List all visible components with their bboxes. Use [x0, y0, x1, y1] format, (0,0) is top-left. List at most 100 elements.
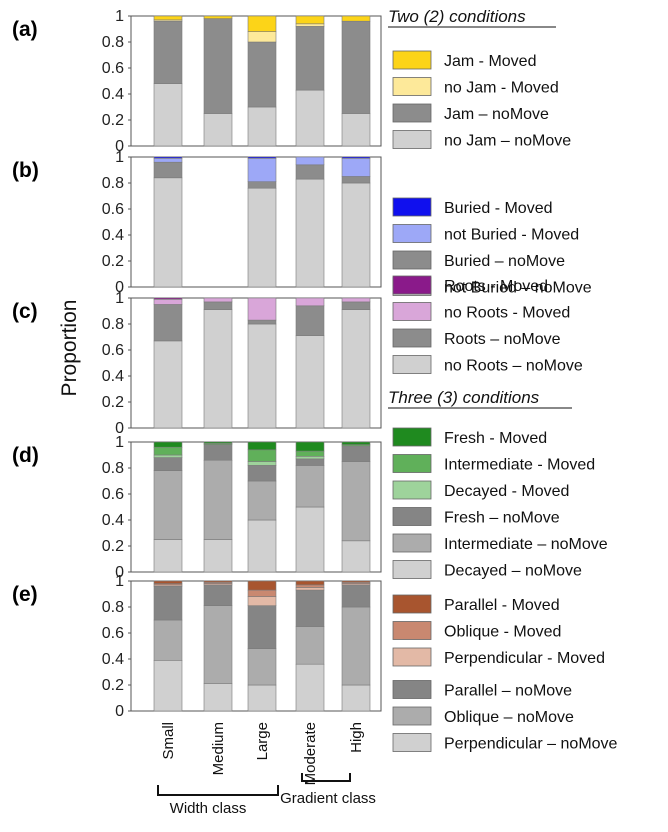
bar-segment [295, 584, 325, 588]
bar-segment [295, 580, 325, 586]
bar-segment [247, 580, 277, 591]
y-tick-label: 0 [115, 420, 124, 437]
legend-label: Roots - Moved [444, 278, 548, 295]
panel-4: (d) 0 0.2 0.4 0.6 0.8 1 [12, 434, 382, 581]
panel-label: (d) [12, 444, 39, 467]
legend-label: Intermediate - Moved [444, 457, 595, 474]
legend-swatch [392, 533, 432, 553]
bar-segment [153, 15, 183, 21]
legend-swatch [392, 560, 432, 579]
bar-segment [247, 684, 277, 712]
bar-segment [153, 454, 183, 458]
legend-swatch [392, 706, 432, 726]
legend-swatch [392, 103, 432, 123]
legend-label: Jam - Moved [444, 53, 536, 70]
legend-label: Intermediate – noMove [444, 536, 608, 553]
bar-segment [247, 441, 277, 451]
bar-segment [295, 15, 325, 25]
legend-label: Oblique – noMove [444, 709, 574, 726]
bar-segment [295, 178, 325, 288]
legend-label: Perpendicular - Moved [444, 650, 605, 667]
y-tick-label: 0.6 [102, 486, 124, 503]
bar-segment [153, 659, 183, 712]
y-tick-label: 0.2 [102, 253, 124, 270]
y-tick-label: 0.4 [102, 512, 124, 529]
legend-label: no Roots – noMove [444, 358, 583, 375]
bar-segment [203, 441, 233, 444]
y-axis-label: Proportion [58, 300, 81, 397]
bar-segment [295, 23, 325, 27]
legend-group-1: Jam - Moved no Jam - Moved Jam – noMove no … [392, 50, 571, 150]
legend-swatch [392, 130, 432, 149]
legend-swatch [392, 507, 432, 526]
legend-label: Buried – noMove [444, 253, 565, 270]
bar-segment [295, 305, 325, 336]
y-tick-label: 0.2 [102, 677, 124, 694]
bar-segment [153, 470, 183, 540]
bar-segment [295, 587, 325, 591]
gradient-class-bracket [301, 773, 351, 782]
y-tick-label: 1 [115, 149, 124, 166]
gradient-class-label: Gradient class [280, 790, 376, 807]
legend-swatch [392, 621, 432, 640]
legend-label: Decayed – noMove [444, 563, 582, 580]
legend-swatch [392, 224, 432, 243]
bar-segment [153, 446, 183, 456]
y-tick-label: 1 [115, 434, 124, 451]
legend-swatch [392, 480, 432, 500]
bar-segment [295, 455, 325, 460]
bar-segment [153, 619, 183, 661]
panel-2: (b) 0 0.2 0.4 0.6 0.8 1 [12, 149, 382, 296]
y-tick-label: 0.2 [102, 394, 124, 411]
y-tick-label: 0 [115, 564, 124, 581]
legend-swatch [392, 427, 432, 447]
y-tick-label: 0.6 [102, 60, 124, 77]
panel-label: (e) [12, 583, 38, 606]
bar-segment [153, 441, 183, 448]
bar-segment [341, 158, 371, 177]
bar-segment [341, 540, 371, 573]
legend-group-3: Roots - Moved no Roots - Moved Roots – noM… [392, 275, 583, 375]
width-class-bracket [157, 785, 279, 796]
bar-segment [247, 41, 277, 108]
legend-group-4: Fresh - Moved Intermediate - Moved Decayed… [392, 427, 608, 580]
legend-label: not Buried - Moved [444, 227, 579, 244]
y-tick-label: 0 [115, 279, 124, 296]
bar-segment [295, 465, 325, 508]
bar-segment [203, 444, 233, 461]
bar-segment [247, 15, 277, 32]
x-category-labels: Small Medium Large Moderate High [160, 722, 365, 785]
bar-segment [295, 89, 325, 147]
y-tick-label: 0.6 [102, 342, 124, 359]
bar-segment [295, 506, 325, 573]
bar-segment [153, 580, 183, 584]
bar-segment [247, 465, 277, 482]
bar-segment [153, 457, 183, 471]
legend-label: Jam – noMove [444, 106, 549, 123]
legend-label: Perpendicular – noMove [444, 736, 618, 753]
bar-segment [153, 297, 183, 300]
bar-segment [341, 584, 371, 608]
bar-segment [203, 584, 233, 607]
y-tick-label: 0.2 [102, 538, 124, 555]
y-tick-label: 0.8 [102, 316, 124, 333]
panel-label: (a) [12, 18, 38, 41]
panel-5: (e) 0 0.2 0.4 0.6 0.8 1 [12, 573, 382, 720]
bar-segment [203, 297, 233, 303]
bar-segment [295, 164, 325, 180]
legend: Jam - Moved no Jam - Moved Jam – noMove no … [392, 50, 618, 753]
bar-segment [153, 177, 183, 288]
x-category-label: Medium [210, 722, 227, 775]
legend-swatch [392, 275, 432, 295]
bar-segment [341, 297, 371, 303]
legend-label: no Roots - Moved [444, 305, 570, 322]
bar-segment [341, 445, 371, 462]
bar-segment [203, 113, 233, 147]
bar-segment [247, 187, 277, 288]
bar-segment [247, 589, 277, 597]
bar-segment [247, 519, 277, 573]
bar-segment [295, 458, 325, 466]
bar-segment [203, 683, 233, 712]
bar-segment [153, 20, 183, 84]
